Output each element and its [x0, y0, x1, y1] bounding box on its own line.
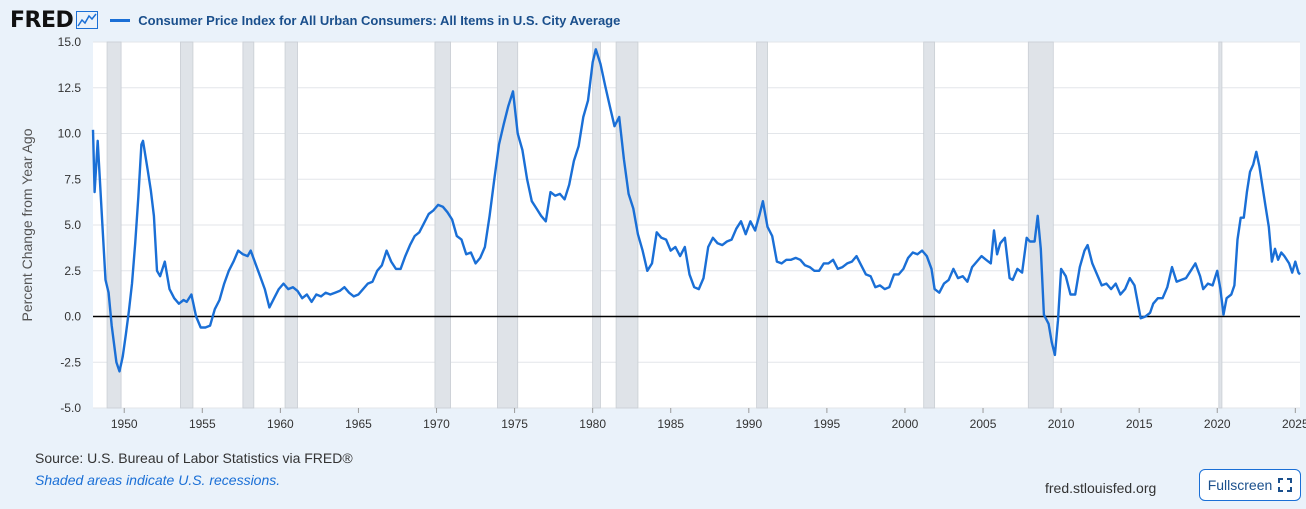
fullscreen-icon	[1278, 478, 1293, 492]
recession-band	[1218, 41, 1223, 409]
x-tick-label: 2010	[1048, 417, 1075, 431]
x-tick-label: 1990	[735, 417, 762, 431]
site-url[interactable]: fred.stlouisfed.org	[1045, 480, 1157, 496]
y-tick-label: -2.5	[60, 355, 81, 369]
recession-band	[284, 41, 298, 409]
x-tick-label: 1950	[111, 417, 138, 431]
x-tick-label: 2025	[1282, 417, 1306, 431]
x-tick-label: 2015	[1126, 417, 1153, 431]
chart-header: FRED Consumer Price Index for All Urban …	[10, 6, 620, 34]
cpi-series-line[interactable]	[91, 48, 1301, 373]
y-tick-label: 15.0	[58, 35, 82, 49]
x-tick-label: 1995	[814, 417, 841, 431]
y-tick-label: 12.5	[58, 81, 82, 95]
graph-icon	[76, 11, 99, 29]
recession-note: Shaded areas indicate U.S. recessions.	[35, 472, 281, 488]
x-tick-label: 1975	[501, 417, 528, 431]
x-tick-label: 1970	[423, 417, 450, 431]
x-tick-label: 2020	[1204, 417, 1231, 431]
recession-band	[923, 41, 936, 409]
legend-swatch	[110, 18, 131, 22]
y-tick-label: 2.5	[64, 264, 81, 278]
fullscreen-button[interactable]: Fullscreen	[1199, 469, 1301, 501]
source-text: Source: U.S. Bureau of Labor Statistics …	[35, 450, 353, 466]
x-tick-label: 1955	[189, 417, 216, 431]
recession-band	[242, 41, 255, 409]
fred-logo[interactable]: FRED	[10, 7, 74, 33]
x-tick-label: 1960	[267, 417, 294, 431]
chart-title: Consumer Price Index for All Urban Consu…	[138, 12, 621, 28]
x-tick-label: 1965	[345, 417, 372, 431]
y-tick-label: 0.0	[64, 310, 81, 324]
x-tick-label: 2005	[970, 417, 997, 431]
fullscreen-label: Fullscreen	[1207, 477, 1273, 493]
x-tick-label: 1980	[579, 417, 606, 431]
recession-band	[615, 41, 639, 409]
y-tick-label: -5.0	[60, 401, 81, 415]
recession-band	[592, 41, 601, 409]
recession-band	[1027, 41, 1054, 409]
recession-band	[434, 41, 451, 409]
x-axis-ticks: 1950 1955 1960 1965 1970 1975 1980 1985 1990 1995…	[111, 408, 1306, 431]
x-tick-label: 2000	[892, 417, 919, 431]
x-tick-label: 1985	[657, 417, 684, 431]
y-tick-label: 7.5	[64, 172, 81, 186]
y-axis-ticks: -5.0 -2.5 0.0 2.5 5.0 7.5 10.0 12.5 15.0	[58, 35, 82, 415]
chart-plot[interactable]: -5.0-2.50.02.55.07.510.012.515.0 1950 195…	[0, 0, 1306, 445]
recession-band	[756, 41, 768, 409]
y-tick-label: 5.0	[64, 218, 81, 232]
recession-band	[180, 41, 194, 409]
y-axis-label: Percent Change from Year Ago	[19, 128, 35, 321]
y-tick-label: 10.0	[58, 127, 82, 141]
